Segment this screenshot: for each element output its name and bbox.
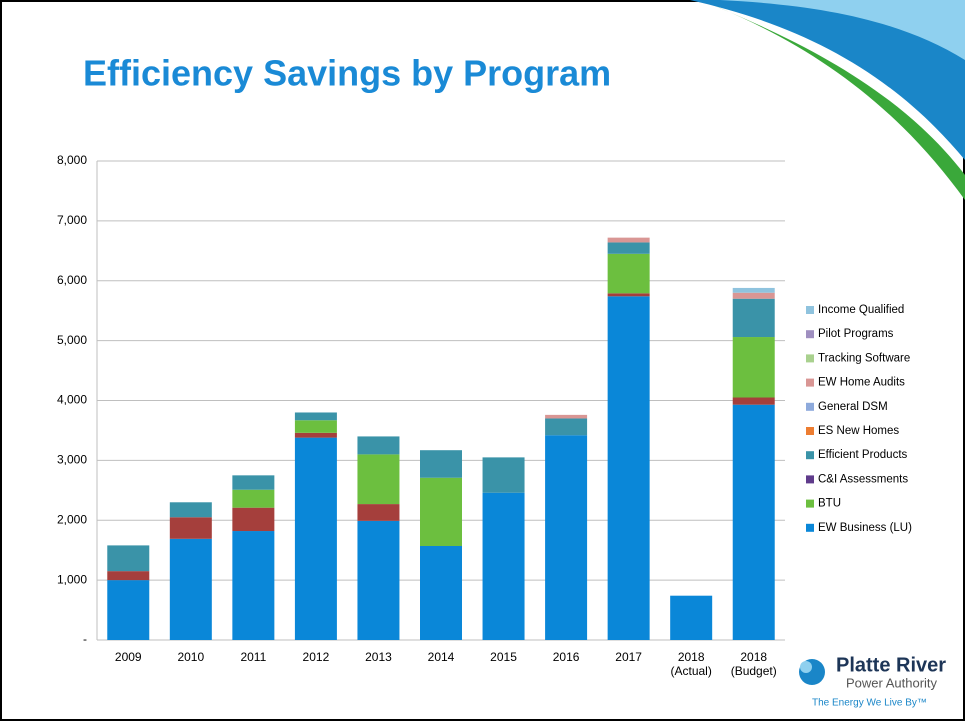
bar-segment [732,292,775,299]
y-tick-label: 4,000 [57,393,87,407]
legend-label: C&I Assessments [818,473,908,485]
bar-segment [169,538,212,640]
bar-segment [607,293,650,297]
legend-swatch [806,427,814,435]
bar-segment [232,489,275,508]
y-tick-label: 1,000 [57,572,87,586]
legend-label: General DSM [818,401,888,413]
bar-segment [732,287,775,293]
bar-segment [169,502,212,518]
y-tick-label: - [83,632,87,646]
x-tick-label: 2013 [365,650,392,664]
bar-segment [294,420,337,433]
bar-segment [357,520,400,640]
bar-segment [357,454,400,505]
bar-segment [107,571,150,581]
legend-swatch [806,475,814,484]
legend-label: EW Business (LU) [818,522,912,534]
bar-segment [169,517,212,539]
bar-segment [732,397,775,405]
x-tick-label: 2015 [490,650,517,664]
bar-segment [545,435,588,640]
bar-segment [357,436,400,455]
bar-segment [107,580,150,640]
chart-title: Efficiency Savings by Program [83,53,611,94]
legend-swatch [806,330,814,339]
bar-segment [732,298,775,338]
x-tick-label: 2012 [302,650,330,664]
y-tick-label: 3,000 [57,453,87,467]
bar-segment [232,507,275,532]
x-tick-label: 2011 [240,650,267,664]
bar-segment [232,475,275,490]
bar-segment [232,531,275,640]
bar-segment [420,545,462,640]
bar-segment [607,237,650,243]
logo-icon [800,661,812,673]
legend-swatch [806,451,814,460]
x-tick-label: 2010 [177,650,205,664]
legend-swatch [806,523,814,532]
y-tick-label: 8,000 [57,153,87,167]
x-tick-label: 2016 [552,650,580,664]
bar-segment [482,457,525,493]
x-tick-label: 2014 [427,650,455,664]
bar-segment [294,437,337,640]
bar-segment [670,595,713,640]
bar-segment [482,492,525,640]
legend-label: BTU [818,498,841,510]
y-tick-label: 7,000 [57,213,87,227]
bar-segment [607,296,650,640]
bar-segment [294,432,337,438]
bar-segment [607,253,650,294]
swoosh [720,0,965,60]
bar-segment [420,450,462,478]
legend-label: ES New Homes [818,425,899,437]
bar-segment [732,404,775,640]
legend-swatch [806,378,814,387]
legend-swatch [806,499,814,508]
y-tick-label: 5,000 [57,333,87,347]
x-tick-label: 2018 (Actual) [670,650,712,678]
x-tick-label: 2017 [615,650,642,664]
y-tick-label: 6,000 [57,273,87,287]
legend-label: Efficient Products [818,449,908,461]
bar-segment [545,418,588,436]
bar-segment [732,337,775,398]
bar-segment [545,414,588,419]
bar-segment [357,504,400,521]
legend-label: Income Qualified [818,304,904,316]
bar-segment [294,412,337,421]
legend-swatch [806,354,814,363]
bar-segment [107,545,150,572]
logo-subtitle: Power Authority [846,675,938,690]
legend-label: Tracking Software [818,352,910,364]
legend-swatch [806,306,814,314]
swoosh [690,0,965,160]
legend-label: Pilot Programs [818,328,894,340]
bar-segment [420,477,462,546]
legend-label: EW Home Audits [818,377,905,389]
x-tick-label: 2009 [114,650,142,664]
bar-segment [607,242,650,254]
y-tick-label: 2,000 [57,512,87,526]
logo-name: Platte River [836,654,946,676]
legend-swatch [806,402,814,411]
x-tick-label: 2018 (Budget) [730,650,777,678]
logo-tagline: The Energy We Live By™ [812,698,927,709]
